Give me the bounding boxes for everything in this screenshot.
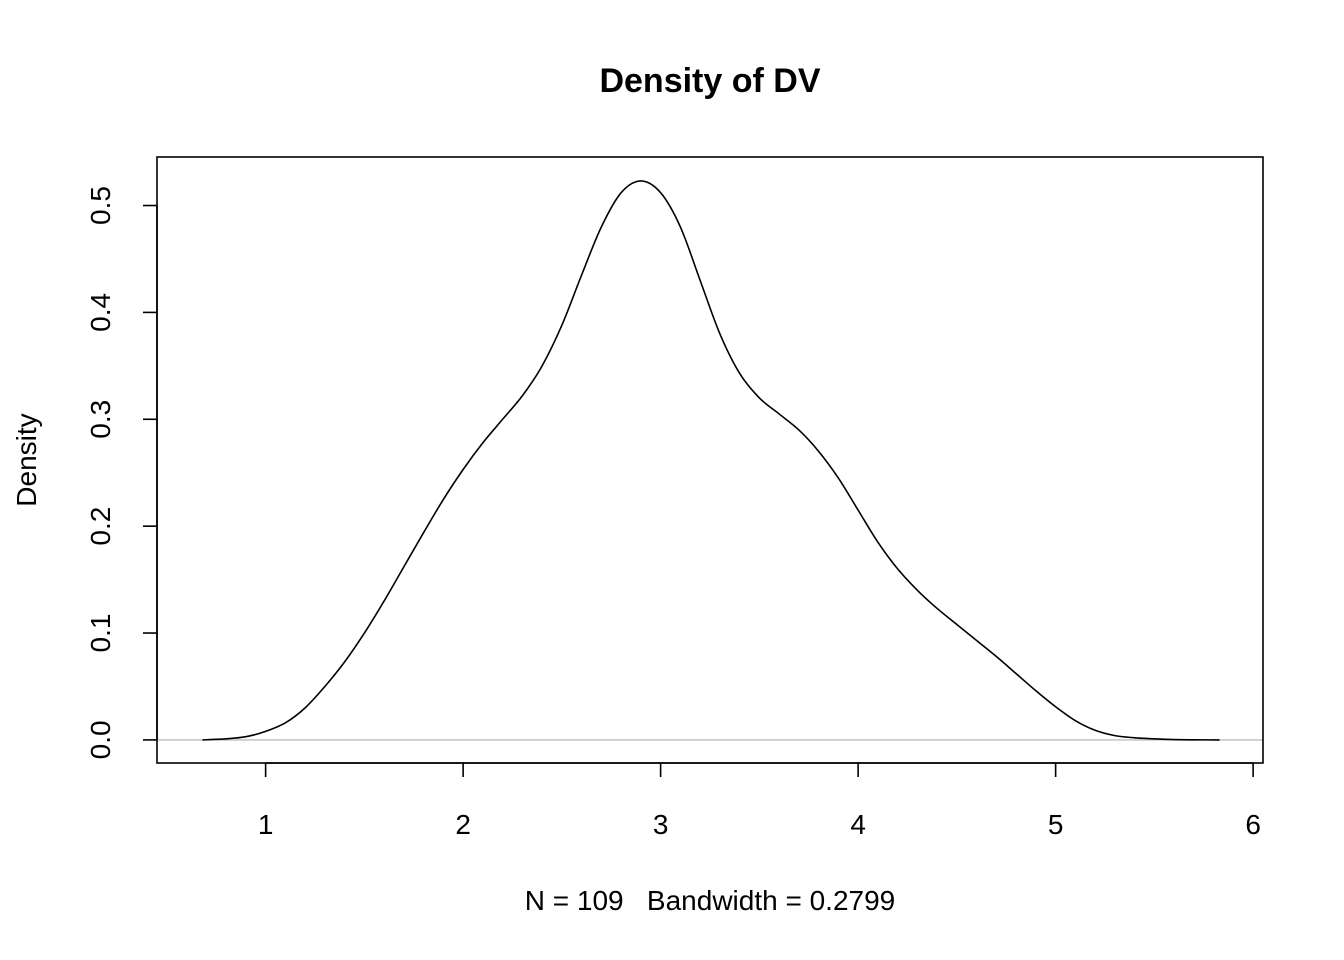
x-tick-label: 4 [850, 809, 866, 840]
x-tick-label: 5 [1048, 809, 1064, 840]
y-tick-label: 0.0 [85, 720, 116, 759]
y-axis-label: Density [11, 413, 42, 506]
x-tick-label: 2 [455, 809, 471, 840]
x-tick-label: 6 [1245, 809, 1261, 840]
y-tick-label: 0.2 [85, 507, 116, 546]
y-tick-label: 0.1 [85, 614, 116, 653]
x-axis: 1 2 3 4 5 6 [258, 762, 1261, 840]
x-tick-label: 1 [258, 809, 274, 840]
y-axis: 0.0 0.1 0.2 0.3 0.4 0.5 [85, 186, 158, 759]
y-tick-label: 0.4 [85, 293, 116, 332]
x-tick-label: 3 [653, 809, 669, 840]
plot-frame [156, 156, 1264, 764]
x-axis-label: N = 109 Bandwidth = 0.2799 [525, 885, 896, 916]
density-curve [202, 180, 1220, 741]
chart-title: Density of DV [599, 62, 820, 100]
y-tick-label: 0.3 [85, 400, 116, 439]
y-tick-label: 0.5 [85, 186, 116, 225]
